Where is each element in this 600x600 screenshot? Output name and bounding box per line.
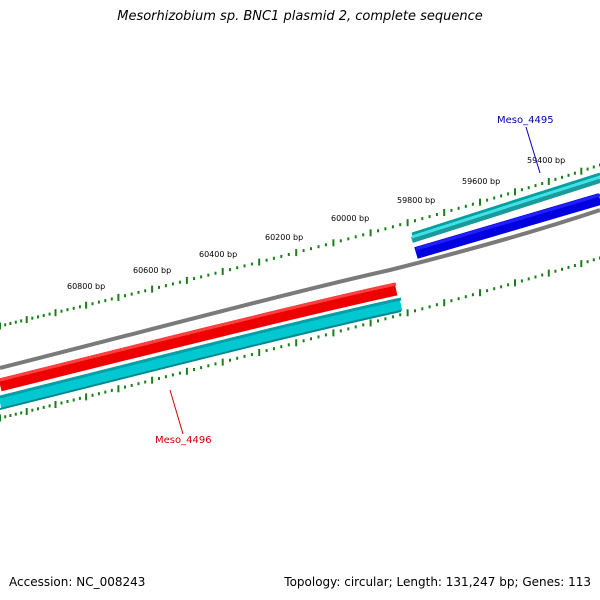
plasmid-backbone xyxy=(0,208,600,370)
tick-label-59400: 59400 bp xyxy=(527,156,565,165)
tick-label-59800: 59800 bp xyxy=(397,196,435,205)
gene-label-leader-meso-4496 xyxy=(169,389,184,435)
outer-tick-marks xyxy=(0,163,600,330)
gene-label-leader-meso-4495 xyxy=(525,126,541,174)
tick-label-60000: 60000 bp xyxy=(331,214,369,223)
map-title: Mesorhizobium sp. BNC1 plasmid 2, comple… xyxy=(117,9,483,24)
tick-label-60800: 60800 bp xyxy=(67,282,105,291)
gene-label-meso-4495[interactable]: Meso_4495 xyxy=(497,115,554,126)
gene-meso-4495[interactable] xyxy=(414,193,600,259)
gene-meso-4496-cyan-track[interactable] xyxy=(0,297,403,410)
tick-label-60200: 60200 bp xyxy=(265,233,303,242)
tick-label-59600: 59600 bp xyxy=(462,177,500,186)
accession-text: Accession: NC_008243 xyxy=(9,575,146,589)
gene-label-meso-4496[interactable]: Meso_4496 xyxy=(155,435,212,446)
tick-label-60600: 60600 bp xyxy=(133,266,171,275)
topology-summary: Topology: circular; Length: 131,247 bp; … xyxy=(284,575,591,589)
inner-tick-marks xyxy=(0,256,600,422)
tick-label-60400: 60400 bp xyxy=(199,250,237,259)
gene-meso-4496[interactable] xyxy=(0,282,398,392)
gene-meso-4495-cyan-track[interactable] xyxy=(411,172,600,243)
